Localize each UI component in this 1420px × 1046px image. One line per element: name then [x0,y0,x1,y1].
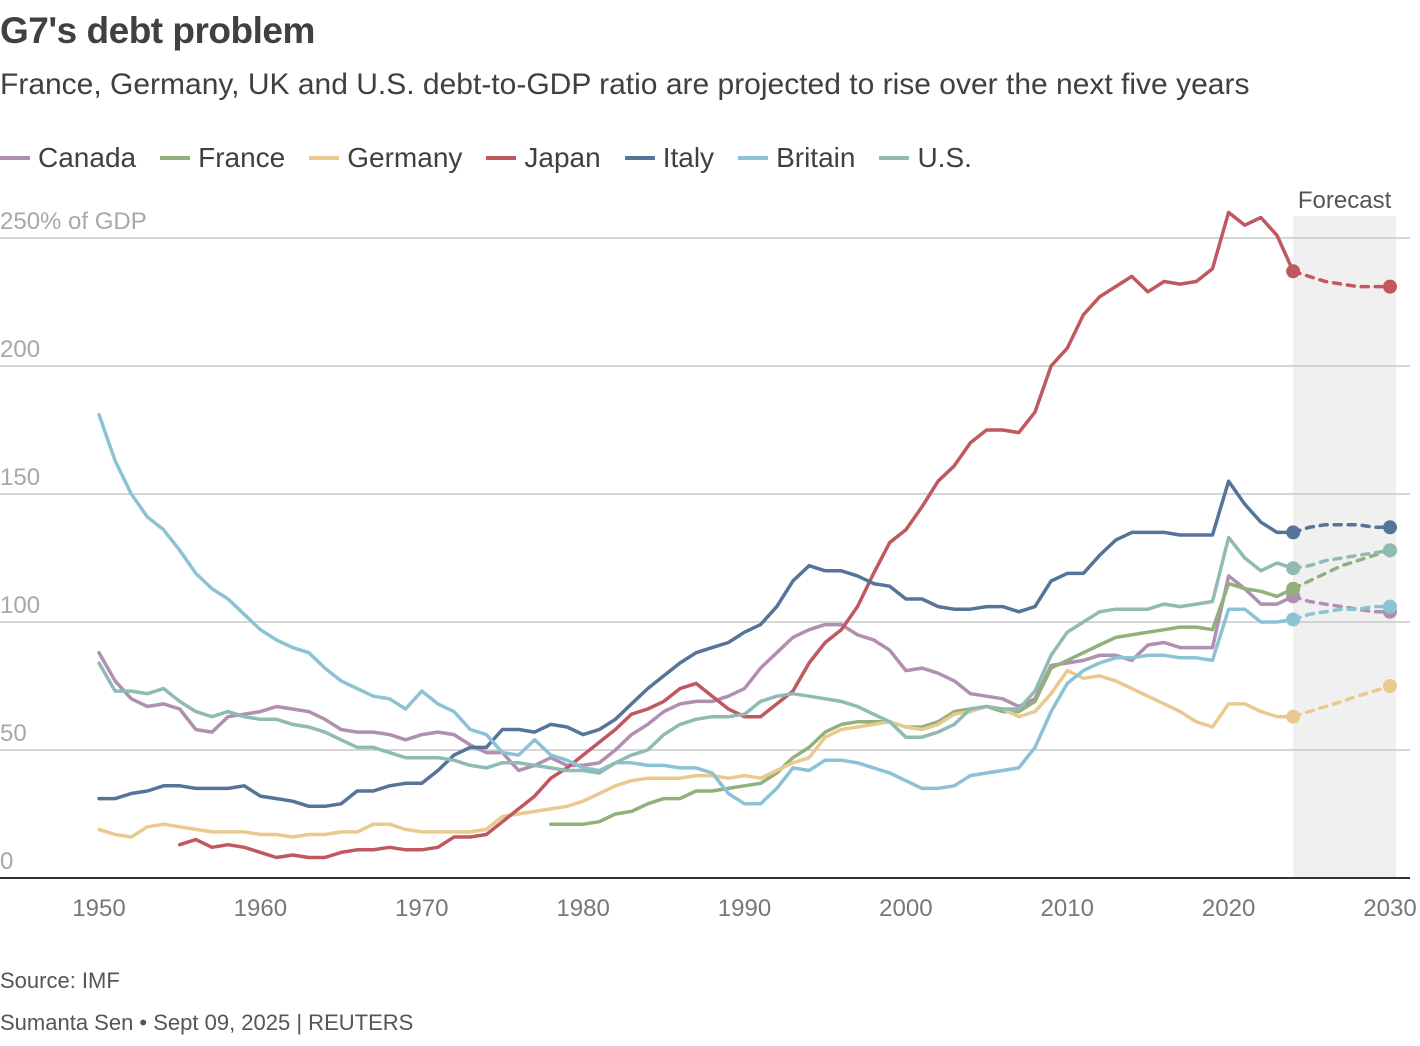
forecast-start-point-u-s [1286,561,1301,576]
legend-swatch [309,156,340,160]
y-tick-label: 150 [0,464,40,491]
legend-item-canada: Canada [0,142,136,174]
forecast-start-point-germany [1286,709,1301,724]
series-line-italy [97,479,1295,809]
legend-label: Germany [347,142,463,173]
x-tick-label: 1970 [395,895,448,922]
forecast-line-u-s [1291,548,1392,570]
x-tick-label: 2010 [1041,895,1094,922]
forecast-end-point-britain [1383,599,1397,614]
y-tick-label: 200 [0,336,40,363]
legend-item-germany: Germany [309,142,462,174]
forecast-start-point-france [1286,581,1301,596]
chart-subtitle: France, Germany, UK and U.S. debt-to-GDP… [0,68,1250,101]
legend-item-britain: Britain [738,142,855,174]
legend-item-france: France [160,142,285,174]
series-line-france [549,581,1295,826]
forecast-start-point-japan [1286,264,1301,279]
byline: Sumanta Sen • Sept 09, 2025 | REUTERS [0,1010,414,1035]
legend-item-italy: Italy [624,142,715,174]
x-tick-label: 1960 [234,895,287,922]
x-tick-label: 1980 [556,895,609,922]
x-tick-label: 2030 [1363,895,1416,922]
forecast-end-point-japan [1383,279,1397,294]
series-line-u-s [97,535,1295,775]
forecast-end-point-u-s [1383,543,1397,558]
x-tick-label: 1950 [72,895,125,922]
legend-swatch [0,156,30,160]
chart-title: G7's debt problem [0,10,315,51]
x-tick-label: 1990 [718,895,771,922]
legend-label: U.S. [917,142,972,173]
series-line-japan [177,210,1295,860]
legend-item-u-s: U.S. [879,142,972,174]
forecast-line-japan [1291,269,1392,289]
series-line-britain [97,412,1295,806]
x-tick-label: 2000 [879,895,932,922]
forecast-start-point-italy [1286,525,1301,540]
legend-swatch [624,156,655,160]
forecast-line-france [1291,548,1392,591]
series-line-germany [97,668,1295,839]
forecast-end-point-germany [1383,679,1397,693]
forecast-start-point-britain [1286,612,1301,627]
legend-swatch [738,156,769,160]
line-chart: Forecast 0 50 100 150 200 250% of GDP 1950 1960 1… [0,187,1417,922]
forecast-line-canada [1291,594,1392,614]
forecast-label: Forecast [1298,187,1392,214]
legend-label: France [198,142,286,173]
y-tick-label: 100 [0,592,40,619]
legend-label: Britain [776,142,856,173]
legend: Canada France Germany Japan Italy Britain U.S. [0,140,996,176]
legend-label: Italy [662,142,715,173]
source-note: Source: IMF [0,968,120,993]
x-tick-label: 2020 [1202,895,1255,922]
y-tick-label: 50 [0,720,27,747]
legend-item-japan: Japan [486,142,601,174]
series-line-canada [97,574,1295,773]
legend-swatch [160,156,191,160]
forecast-band [1293,216,1396,878]
legend-swatch [879,156,910,160]
y-tick-label: 250% of GDP [0,208,147,235]
legend-swatch [486,156,517,160]
legend-label: Canada [38,142,137,173]
legend-label: Japan [524,142,601,173]
forecast-line-germany [1291,684,1392,719]
forecast-line-britain [1291,604,1392,622]
forecast-end-point-italy [1383,520,1397,535]
forecast-line-italy [1291,522,1392,535]
y-tick-label: 0 [0,848,13,875]
